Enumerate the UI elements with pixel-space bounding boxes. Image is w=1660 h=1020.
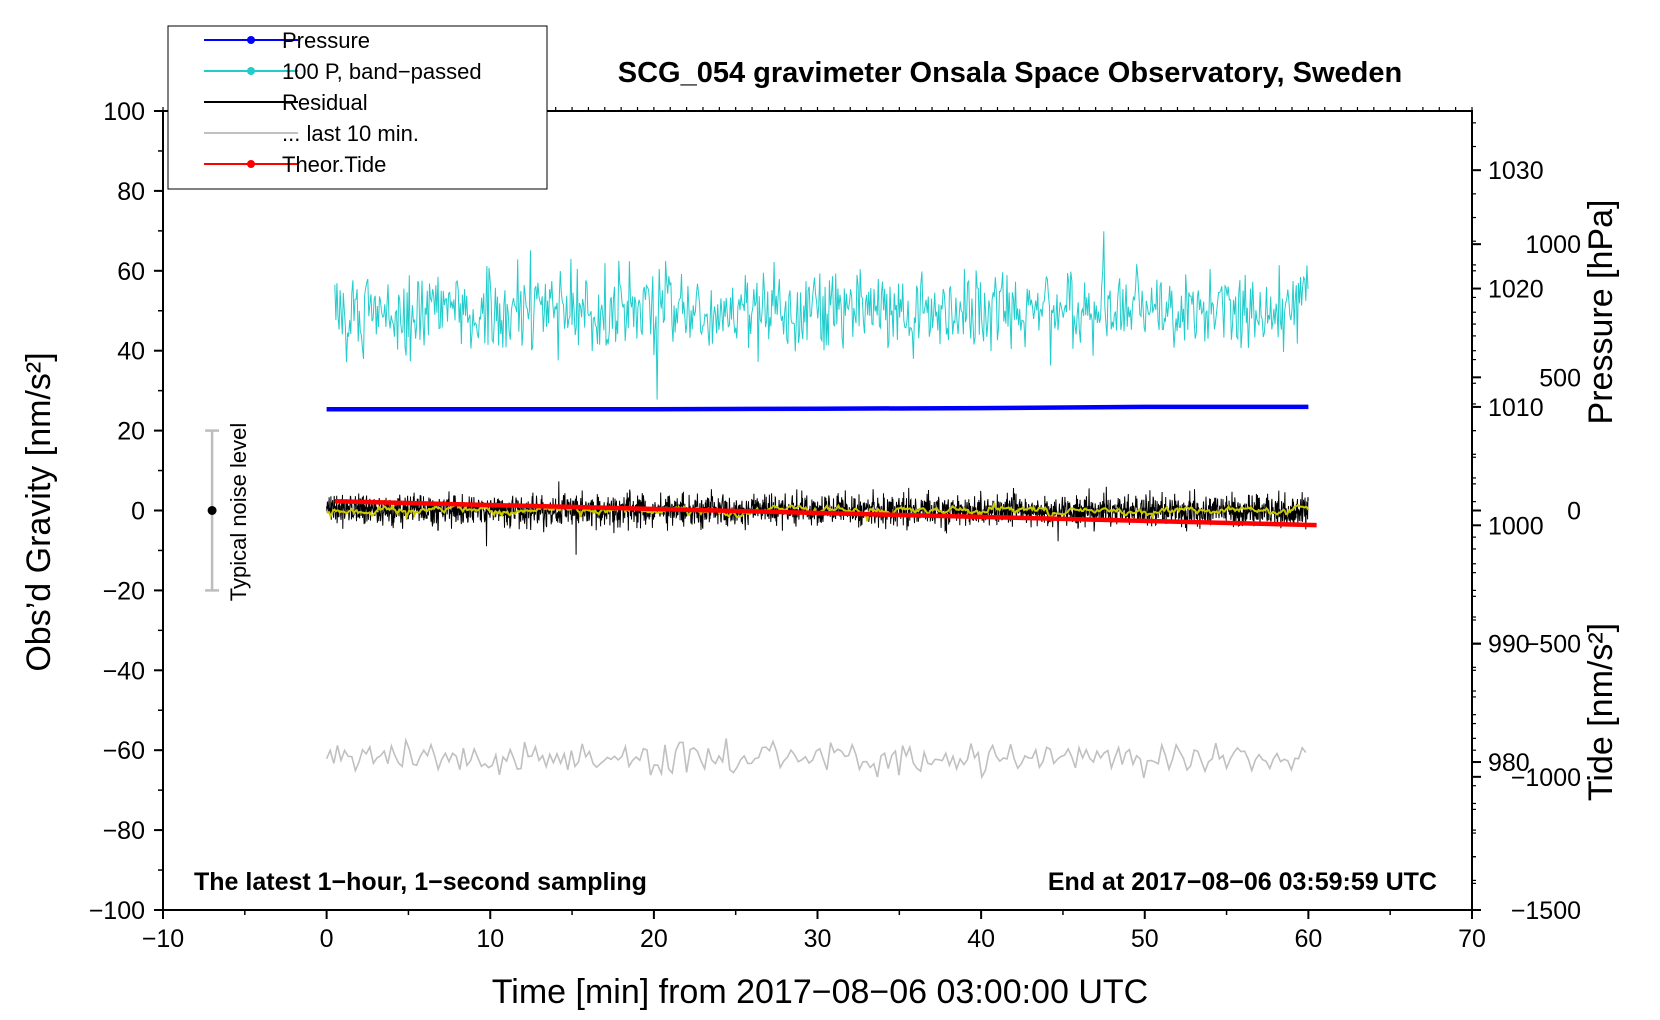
y-left-tick-label: 0 — [131, 498, 145, 526]
tide-tick-label: −1000 — [1511, 764, 1581, 792]
legend-marker — [247, 67, 255, 75]
note-end-time: End at 2017−08−06 03:59:59 UTC — [1048, 868, 1437, 896]
pressure-tick-label: 1030 — [1488, 157, 1544, 185]
x-tick-label: 60 — [1294, 925, 1322, 953]
x-axis-title: Time [min] from 2017−08−06 03:00:00 UTC — [492, 973, 1148, 1011]
x-tick-label: 70 — [1458, 925, 1486, 953]
y-left-tick-label: 60 — [117, 258, 145, 286]
noise-center-dot — [207, 506, 217, 515]
pressure-tick-label: 1020 — [1488, 276, 1544, 304]
pressure-tick-label: 1000 — [1488, 512, 1544, 540]
x-tick-label: 40 — [967, 925, 995, 953]
legend-label: ... last 10 min. — [282, 121, 419, 146]
tick-layer: −10 0 10 20 30 40 50 60 70100806040200−20−40−60−… — [89, 98, 1581, 953]
legend-label: Theor.Tide — [282, 152, 386, 177]
x-tick-label: 50 — [1131, 925, 1159, 953]
pressure-tick-label: 990 — [1488, 631, 1530, 659]
y-left-tick-label: −100 — [89, 897, 145, 925]
noise-level-indicator — [205, 429, 220, 592]
series-layer — [325, 231, 1317, 780]
series-band-passed-pressure — [334, 231, 1309, 400]
pressure-tick-label: 1010 — [1488, 394, 1544, 422]
y-left-tick-label: −60 — [103, 737, 145, 765]
legend-label: Pressure — [282, 28, 370, 53]
y-left-tick-label: 40 — [117, 338, 145, 366]
tide-tick-label: −500 — [1525, 631, 1581, 659]
chart-title: SCG_054 gravimeter Onsala Space Observat… — [618, 57, 1402, 89]
tide-tick-label: 0 — [1567, 498, 1581, 526]
series-residual — [326, 481, 1309, 555]
legend-label: 100 P, band−passed — [282, 59, 482, 84]
x-tick-label: −10 — [142, 925, 184, 953]
x-tick-label: 10 — [476, 925, 504, 953]
legend-label: Residual — [282, 90, 368, 115]
series-theoretical-tide — [334, 498, 1317, 528]
legend-marker — [247, 36, 255, 44]
series-last-10-min — [325, 737, 1307, 780]
y-axis-title-tide: Tide [nm/s²] — [1582, 623, 1620, 801]
legend-box — [167, 25, 548, 190]
tide-tick-label: 1000 — [1525, 231, 1581, 259]
note-latest-hour: The latest 1−hour, 1−second sampling — [194, 868, 647, 896]
pressure-tick-label: 980 — [1488, 749, 1530, 777]
y-left-tick-label: −20 — [103, 577, 145, 605]
x-tick-label: 0 — [320, 925, 334, 953]
y-left-tick-label: −40 — [103, 657, 145, 685]
x-tick-label: 30 — [804, 925, 832, 953]
legend: Pressure 100 P, band−passed Residual ... la… — [167, 25, 548, 190]
noise-level-label: Typical noise level — [226, 423, 251, 602]
tide-tick-label: 500 — [1539, 364, 1581, 392]
series-pressure — [326, 404, 1309, 412]
y-left-tick-label: 100 — [103, 98, 145, 126]
legend-marker — [247, 160, 255, 168]
tide-tick-label: −1500 — [1511, 897, 1581, 925]
x-tick-label: 20 — [640, 925, 668, 953]
y-left-tick-label: −80 — [103, 817, 145, 845]
y-axis-title-left: Obs’d Gravity [nm/s²] — [20, 352, 58, 671]
y-left-tick-label: 20 — [117, 418, 145, 446]
y-axis-title-pressure: Pressure [hPa] — [1582, 200, 1620, 425]
y-left-tick-label: 80 — [117, 178, 145, 206]
